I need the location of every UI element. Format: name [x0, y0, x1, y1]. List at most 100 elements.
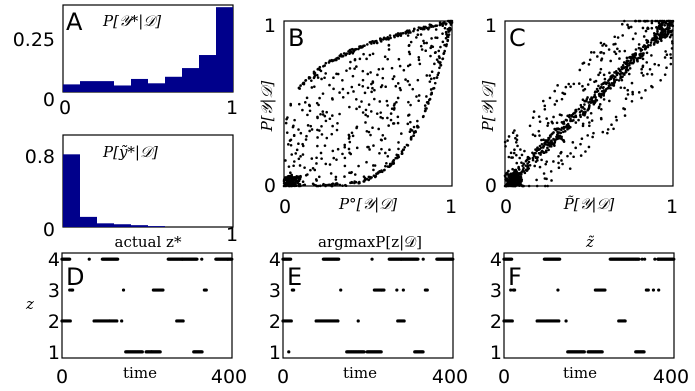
panel-b-point-629 — [334, 178, 338, 181]
panel-c-point-853 — [630, 99, 634, 103]
panel-b-point-806 — [450, 19, 454, 23]
panel-b-point-753 — [347, 147, 351, 151]
panel-c-point-205 — [570, 119, 574, 123]
panel-c-point-910 — [572, 82, 576, 86]
panel-b-point-726 — [324, 119, 328, 123]
panel-c-point-834 — [558, 113, 562, 116]
panel-c-point-956 — [646, 45, 650, 49]
panel-c-point-924 — [667, 31, 670, 35]
panel-b-point-451 — [346, 91, 350, 95]
panel-b-point-768 — [390, 107, 394, 111]
panel-b-point-752 — [377, 127, 380, 131]
panel-c-point-541 — [503, 175, 507, 178]
panel-b-point-724 — [433, 51, 437, 54]
panel-b-point-804 — [448, 27, 451, 31]
panel-b-point-646 — [425, 74, 429, 77]
panel-b-point-134 — [328, 59, 332, 63]
panel-b-point-550 — [295, 148, 299, 152]
panel-e-state-point-112 — [292, 288, 296, 292]
panel-c-point-792 — [618, 49, 621, 53]
panel-b-point-460 — [430, 37, 433, 40]
panel-d-ytick-3: 4 — [48, 249, 60, 271]
panel-b-point-585 — [398, 64, 402, 68]
panel-c-point-688 — [622, 61, 626, 64]
panel-c-point-711 — [650, 54, 653, 57]
panel-b-point-778 — [353, 173, 357, 176]
panel-b-point-678 — [335, 182, 339, 185]
panel-e-state-point-146 — [289, 319, 293, 323]
panel-c-point-934 — [620, 22, 624, 26]
panel-c-point-245 — [524, 164, 527, 167]
panel-b-point-727 — [316, 128, 319, 132]
panel-b-point-471 — [422, 41, 426, 45]
panel-c-point-927 — [510, 156, 513, 159]
panel-b-point-136 — [334, 58, 337, 62]
panel-b-point-575 — [361, 69, 365, 73]
panel-b-point-41 — [371, 40, 375, 43]
panel-b-point-454 — [368, 148, 371, 151]
panel-b-point-527 — [417, 99, 420, 103]
panel-c-point-894 — [593, 80, 596, 84]
panel-b-point-494 — [409, 120, 412, 124]
panel-c-point-835 — [646, 72, 649, 76]
panel-b-point-766 — [339, 54, 343, 58]
panel-b-point-298 — [400, 152, 404, 156]
panel-c-point-727 — [671, 19, 675, 23]
panel-b-point-406 — [292, 178, 296, 182]
panel-c-point-654 — [608, 99, 611, 103]
panel-c-point-782 — [537, 115, 541, 118]
panel-b-point-519 — [379, 115, 382, 119]
panel-b-point-553 — [347, 137, 351, 140]
panel-b-point-750 — [310, 128, 314, 131]
panel-b-point-793 — [347, 133, 351, 137]
panel-b-point-563 — [328, 117, 332, 121]
panel-a-bar-2 — [97, 81, 114, 92]
panel-c-point-97 — [612, 84, 616, 87]
panel-b-point-688 — [400, 132, 403, 135]
panel-b-point-427 — [284, 182, 288, 185]
panel-c-point-686 — [631, 37, 635, 41]
panel-c-point-160 — [593, 93, 597, 97]
panel-b-point-500 — [355, 97, 358, 101]
panel-c-point-672 — [596, 55, 599, 58]
panel-c-point-668 — [604, 89, 607, 93]
panel-b-point-473 — [308, 129, 311, 133]
panel-b-point-491 — [343, 143, 347, 147]
panel-c-point-907 — [561, 138, 565, 142]
panel-b-point-490 — [397, 147, 400, 151]
panel-b-point-795 — [306, 113, 309, 117]
panel-c-point-937 — [509, 151, 513, 155]
panel-b-point-430 — [316, 136, 319, 139]
panel-d-frame — [61, 252, 233, 359]
panel-b-point-468 — [334, 175, 338, 179]
panel-c-point-861 — [621, 75, 624, 78]
panel-b-point-204 — [403, 145, 407, 149]
panel-b-point-715 — [310, 86, 314, 89]
panel-a-bar-7 — [182, 68, 199, 92]
panel-c-point-252 — [537, 148, 540, 152]
panel-c-point-250 — [517, 166, 520, 170]
panel-d-state-point-266 — [149, 350, 154, 354]
panel-c-point-952 — [567, 82, 571, 86]
panel-b-point-306 — [441, 57, 445, 60]
panel-d-state-point-192 — [181, 319, 185, 323]
panel-b-point-798 — [370, 90, 373, 94]
panel-c-point-825 — [531, 133, 535, 136]
panel-d-state-point-83 — [195, 257, 199, 261]
panel-c-point-844 — [528, 124, 532, 128]
panel-d-ytick-0: 1 — [48, 342, 60, 364]
panel-c-point-676 — [616, 36, 620, 39]
panel-f-xtick-0: 0 — [498, 366, 510, 388]
panel-b-point-549 — [341, 79, 344, 82]
panel-e-state-point-260 — [287, 350, 291, 354]
panel-b-point-566 — [332, 87, 335, 91]
panel-b-point-533 — [380, 147, 383, 151]
panel-b-point-709 — [379, 111, 383, 114]
panel-c-point-367 — [574, 109, 578, 113]
panel-c-point-645 — [653, 62, 657, 66]
panel-c-point-636 — [619, 70, 622, 73]
panel-b-point-84 — [298, 87, 301, 90]
panel-b-point-734 — [338, 91, 341, 94]
panel-c-point-817 — [640, 54, 644, 58]
panel-c-point-852 — [616, 47, 619, 51]
